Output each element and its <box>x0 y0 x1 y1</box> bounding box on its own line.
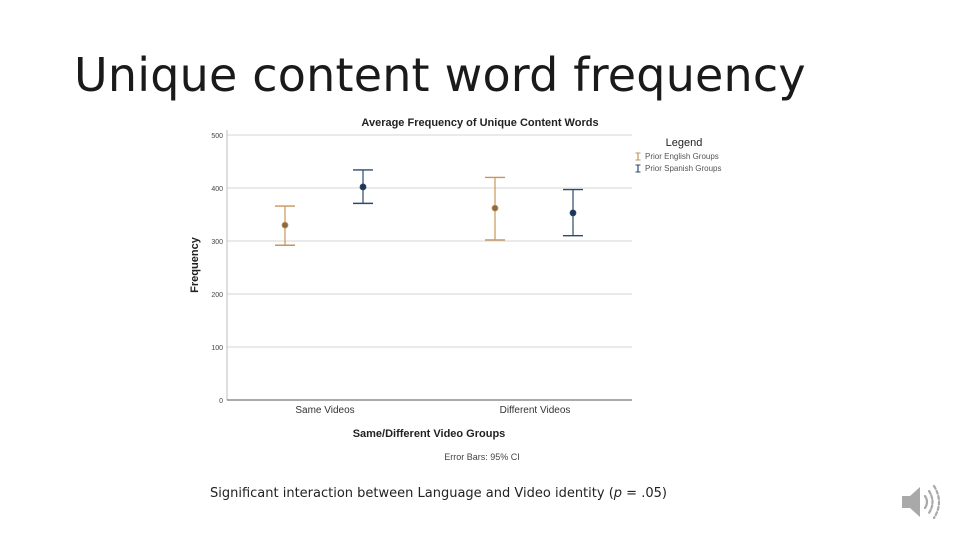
x-tick-label: Different Videos <box>500 405 571 416</box>
y-axis-label: Frequency <box>189 236 201 293</box>
x-tick-labels: Same Videos Different Videos <box>295 405 570 416</box>
sound-wave-inner <box>923 494 929 510</box>
y-tick-labels: 0 100 200 300 400 500 <box>211 133 223 405</box>
caption-text-start: Significant interaction between Language… <box>210 486 614 501</box>
mean-point <box>491 204 499 212</box>
y-tick-label: 400 <box>211 186 223 193</box>
y-tick-label: 200 <box>211 292 223 299</box>
chart-title: Average Frequency of Unique Content Word… <box>361 117 598 129</box>
mean-point <box>569 209 577 217</box>
sound-wave-outer <box>932 484 941 520</box>
sound-wave-middle <box>927 489 934 515</box>
y-tick-label: 300 <box>211 239 223 246</box>
x-axis-label: Same/Different Video Groups <box>353 428 506 440</box>
legend-items: Prior English Groups Prior Spanish Groups <box>635 152 721 173</box>
caption-text-end: = .05) <box>622 486 667 501</box>
speaker-body <box>902 487 920 517</box>
y-tick-label: 100 <box>211 345 223 352</box>
slide-title: Unique content word frequency <box>74 48 806 102</box>
legend: Legend Prior English Groups Prior Spanish… <box>635 137 721 173</box>
error-bars-footnote: Error Bars: 95% CI <box>444 452 520 462</box>
caption-p-symbol: p <box>613 486 623 501</box>
series-marks <box>275 169 583 246</box>
legend-title: Legend <box>666 137 703 149</box>
legend-item-label: Prior Spanish Groups <box>645 164 721 173</box>
x-tick-label: Same Videos <box>295 405 354 416</box>
gridlines <box>227 134 632 348</box>
mean-point <box>281 221 289 229</box>
speaker-audio-icon[interactable] <box>898 478 946 526</box>
chart-panel-background <box>180 112 740 464</box>
slide-caption: Significant interaction between Language… <box>210 486 667 501</box>
legend-item-label: Prior English Groups <box>645 152 719 161</box>
y-tick-label: 500 <box>211 133 223 140</box>
y-tick-label: 0 <box>219 398 223 405</box>
mean-point <box>359 183 367 191</box>
axes <box>226 130 632 401</box>
